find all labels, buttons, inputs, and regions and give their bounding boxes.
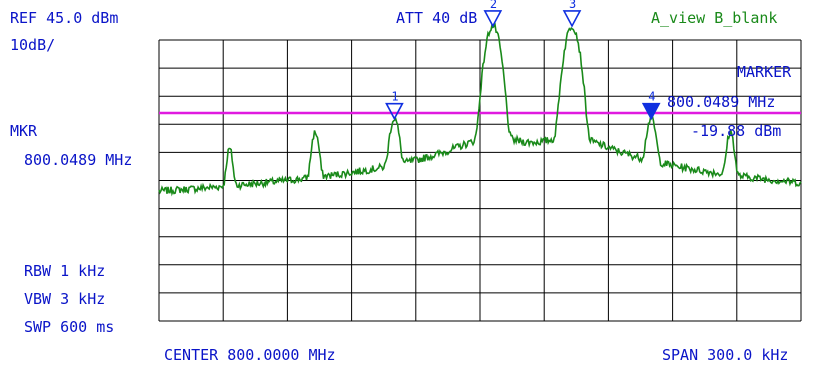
marker-layer: 1 2 3 4 [385,0,661,121]
marker-box-level: -19.88 dBm [691,122,782,140]
marker-1-label: 1 [391,90,398,104]
attenuation-label: ATT 40 dB [396,9,478,27]
graticule [158,39,802,322]
sweep-time-label: SWP 600 ms [24,318,115,336]
marker-1-icon[interactable] [385,102,404,121]
marker-4-label: 4 [648,90,655,104]
view-mode-label: A_view B_blank [651,9,778,27]
marker-2-label: 2 [490,0,497,11]
mkr-frequency: 800.0489 MHz [24,151,133,169]
spectrum-trace [158,21,802,197]
mkr-label: MKR [10,122,38,140]
rbw-label: RBW 1 kHz [24,262,106,280]
marker-box-freq: 800.0489 MHz [667,93,776,111]
marker-3-icon[interactable] [562,10,582,28]
vbw-label: VBW 3 kHz [24,290,106,308]
marker-3-label: 3 [569,0,576,11]
scale-label: 10dB/ [10,36,56,54]
marker-box-title: MARKER [737,63,792,81]
center-frequency-label: CENTER 800.0000 MHz [164,346,336,364]
ref-level-label: REF 45.0 dBm [10,9,119,27]
span-label: SPAN 300.0 kHz [662,346,789,364]
marker-4-icon[interactable] [641,102,661,121]
marker-2-icon[interactable] [483,10,503,28]
